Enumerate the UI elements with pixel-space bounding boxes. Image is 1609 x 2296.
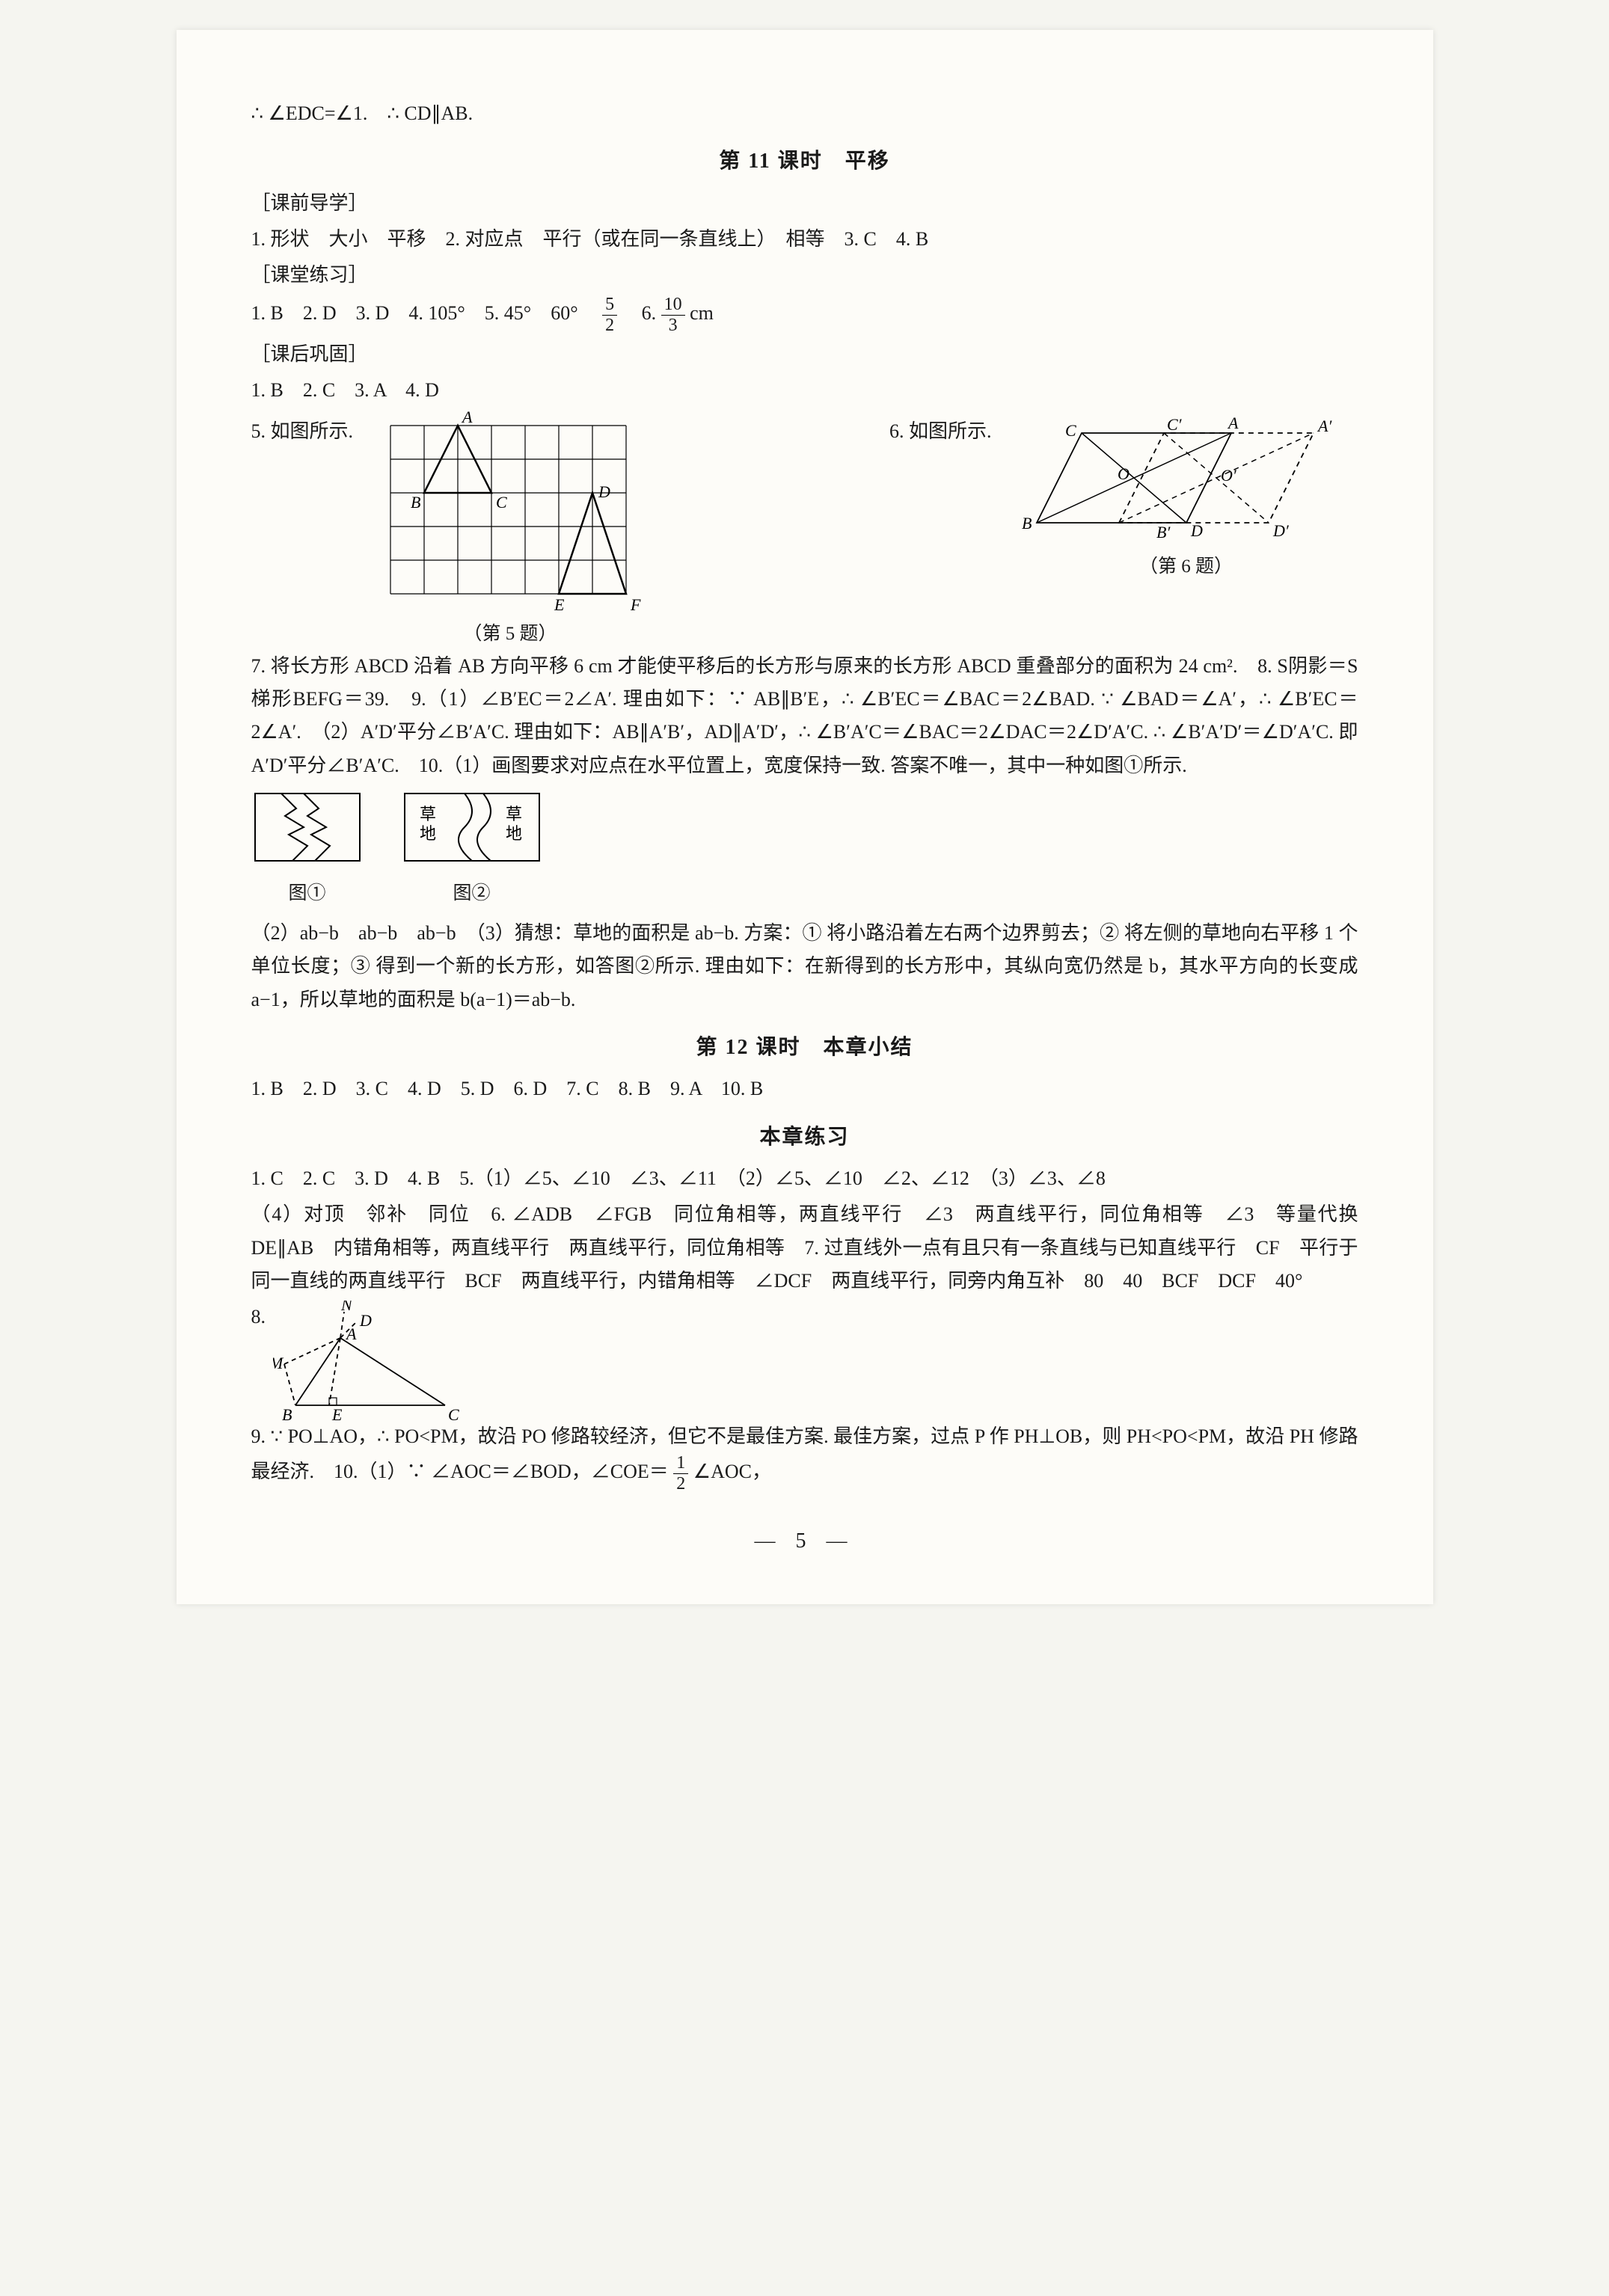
frac-den: 2 — [602, 316, 617, 335]
svg-text:O′: O′ — [1221, 466, 1237, 485]
svg-text:A′: A′ — [1317, 417, 1332, 435]
svg-text:A: A — [345, 1325, 357, 1343]
figures-tu-row: 图① 草 地 草 地 图② — [251, 790, 1358, 910]
figure-5-svg: A B C D E F — [376, 411, 645, 613]
svg-text:C: C — [496, 493, 507, 512]
kehou-6-label: 6. 如图所示. — [889, 411, 992, 583]
svg-text:C′: C′ — [1167, 415, 1183, 434]
figures-row: 5. 如图所示. A B C D E F （第 5 题） 6. 如图所示. C A B D C′ A… — [251, 411, 1358, 651]
chapter-exercise-title: 本章练习 — [251, 1120, 1358, 1155]
q8-row: 8. B E C ADN M — [251, 1301, 1358, 1420]
figure-tu2-svg: 草 地 草 地 — [401, 790, 543, 872]
frac-den: 3 — [661, 316, 685, 335]
svg-text:D: D — [359, 1311, 372, 1330]
frac-num: 10 — [661, 295, 685, 315]
ketang-prefix: 1. B 2. D 3. D 4. 105° 5. 45° 60° — [251, 302, 598, 324]
lesson-11-title: 第 11 课时 平移 — [251, 144, 1358, 179]
chapter-line-1: 1. C 2. C 3. D 4. B 5.（1）∠5、∠10 ∠3、∠11 （… — [251, 1162, 1358, 1195]
svg-text:N: N — [340, 1301, 353, 1314]
svg-text:E: E — [331, 1405, 343, 1420]
svg-text:A: A — [461, 411, 473, 426]
lesson-12-title: 第 12 课时 本章小结 — [251, 1030, 1358, 1066]
chapter-line-2: （4）对顶 邻补 同位 6. ∠ADB ∠FGB 同位角相等，两直线平行 ∠3 … — [251, 1198, 1358, 1298]
figure-tu1-svg — [251, 790, 364, 872]
svg-text:O: O — [1118, 464, 1130, 483]
para9-suffix: ∠AOC， — [693, 1461, 771, 1482]
figure-tu1-caption: 图① — [288, 878, 325, 910]
tu2-right-2: 地 — [506, 824, 522, 843]
top-proof-line: ∴ ∠EDC=∠1. ∴ CD∥AB. — [251, 97, 1358, 130]
page-number: — 5 — — [251, 1523, 1358, 1559]
frac-5-2: 5 2 — [602, 295, 617, 335]
ketang-answers: 1. B 2. D 3. D 4. 105° 5. 45° 60° 5 2 6.… — [251, 295, 1358, 335]
figure-8-svg: B E C ADN M — [273, 1301, 482, 1420]
paragraph-7: 7. 将长方形 ABCD 沿着 AB 方向平移 6 cm 才能使平移后的长方形与… — [251, 650, 1358, 782]
figure-tu2: 草 地 草 地 图② — [401, 790, 543, 910]
svg-text:D: D — [598, 482, 610, 501]
tu2-left-1: 草 — [420, 805, 436, 823]
keqian-label: ［课前导学］ — [251, 187, 1358, 220]
svg-text:C: C — [1065, 421, 1076, 440]
page: ∴ ∠EDC=∠1. ∴ CD∥AB. 第 11 课时 平移 ［课前导学］ 1.… — [177, 30, 1433, 1604]
svg-text:B: B — [1022, 514, 1032, 532]
ketang-suffix: cm — [690, 302, 714, 324]
frac-1-2: 1 2 — [673, 1453, 688, 1494]
para9-prefix: 9. ∵ PO⊥AO，∴ PO<PM，故沿 PO 修路较经济，但它不是最佳方案.… — [251, 1425, 1358, 1482]
frac-num: 5 — [602, 295, 617, 315]
q8-label: 8. — [251, 1301, 266, 1333]
paragraph-9: 9. ∵ PO⊥AO，∴ PO<PM，故沿 PO 修路较经济，但它不是最佳方案.… — [251, 1420, 1358, 1494]
svg-text:M: M — [273, 1354, 284, 1372]
figure-5: A B C D E F （第 5 题） — [376, 411, 645, 651]
figure-5-caption: （第 5 题） — [464, 618, 557, 651]
paragraph-7b: （2）ab−b ab−b ab−b （3）猜想：草地的面积是 ab−b. 方案：… — [251, 917, 1358, 1016]
frac-num: 1 — [673, 1453, 688, 1473]
frac-den: 2 — [673, 1474, 688, 1494]
kehou-answers-1: 1. B 2. C 3. A 4. D — [251, 374, 1358, 407]
svg-text:B: B — [411, 493, 420, 512]
svg-text:D′: D′ — [1272, 521, 1290, 540]
svg-text:C: C — [448, 1405, 459, 1420]
figure-6-svg: C A B D C′ A′ B′ D′ O O′ — [1014, 411, 1358, 545]
frac-10-3: 10 3 — [661, 295, 685, 335]
svg-text:B′: B′ — [1156, 523, 1171, 541]
lesson-12-answers: 1. B 2. D 3. C 4. D 5. D 6. D 7. C 8. B … — [251, 1072, 1358, 1105]
tu2-left-2: 地 — [420, 824, 436, 843]
kehou-label: ［课后巩固］ — [251, 338, 1358, 371]
svg-text:B: B — [282, 1405, 292, 1420]
svg-text:A: A — [1227, 414, 1239, 432]
svg-text:F: F — [630, 595, 641, 613]
svg-text:D: D — [1190, 521, 1203, 540]
keqian-answers: 1. 形状 大小 平移 2. 对应点 平行（或在同一条直线上） 相等 3. C … — [251, 223, 1358, 256]
ketang-label: ［课堂练习］ — [251, 259, 1358, 292]
kehou-5-label: 5. 如图所示. — [251, 411, 354, 651]
figure-tu1: 图① — [251, 790, 364, 910]
svg-text:E: E — [554, 595, 565, 613]
tu2-right-1: 草 — [506, 805, 522, 823]
figure-6: C A B D C′ A′ B′ D′ O O′ （第 6 题） — [1014, 411, 1358, 583]
figure-8: B E C ADN M — [273, 1301, 482, 1420]
figure-tu2-caption: 图② — [453, 878, 490, 910]
ketang-mid: 6. — [622, 302, 661, 324]
figure-6-caption: （第 6 题） — [1139, 551, 1233, 583]
